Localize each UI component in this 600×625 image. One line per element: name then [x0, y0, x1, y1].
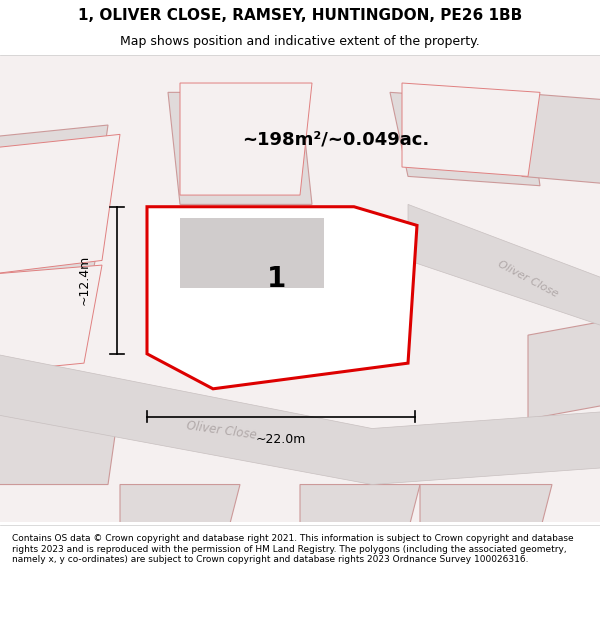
- Polygon shape: [420, 484, 552, 531]
- Text: Map shows position and indicative extent of the property.: Map shows position and indicative extent…: [120, 35, 480, 48]
- Polygon shape: [510, 92, 600, 186]
- Polygon shape: [120, 484, 240, 531]
- Polygon shape: [0, 265, 102, 372]
- Polygon shape: [0, 349, 600, 484]
- Text: ~22.0m: ~22.0m: [256, 432, 306, 446]
- Text: 1: 1: [266, 265, 286, 293]
- Polygon shape: [180, 218, 324, 289]
- Polygon shape: [0, 125, 108, 265]
- Polygon shape: [528, 316, 600, 419]
- Polygon shape: [168, 92, 312, 204]
- Polygon shape: [300, 484, 420, 531]
- Polygon shape: [402, 83, 540, 176]
- Polygon shape: [180, 218, 324, 289]
- Polygon shape: [180, 83, 312, 195]
- Polygon shape: [147, 207, 417, 389]
- Polygon shape: [390, 92, 540, 186]
- Text: 1, OLIVER CLOSE, RAMSEY, HUNTINGDON, PE26 1BB: 1, OLIVER CLOSE, RAMSEY, HUNTINGDON, PE2…: [78, 8, 522, 23]
- Text: ~12.4m: ~12.4m: [77, 255, 91, 306]
- Polygon shape: [0, 256, 96, 363]
- Text: Oliver Close: Oliver Close: [186, 419, 258, 442]
- Text: Contains OS data © Crown copyright and database right 2021. This information is : Contains OS data © Crown copyright and d…: [12, 534, 574, 564]
- Polygon shape: [0, 401, 120, 484]
- Text: ~198m²/~0.049ac.: ~198m²/~0.049ac.: [242, 130, 430, 148]
- Polygon shape: [408, 204, 600, 335]
- Polygon shape: [0, 134, 120, 274]
- Text: Oliver Close: Oliver Close: [496, 259, 560, 299]
